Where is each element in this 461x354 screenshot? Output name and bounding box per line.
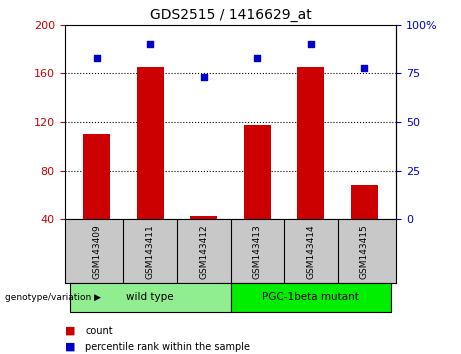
Bar [70, 283, 230, 312]
Point [200, 74, 207, 80]
Bar [297, 67, 324, 219]
Bar [351, 185, 378, 219]
Text: wild type: wild type [126, 292, 174, 302]
Bar [190, 216, 217, 219]
Text: GSM143409: GSM143409 [92, 224, 101, 279]
Point [307, 41, 314, 47]
Text: count: count [85, 326, 113, 336]
Bar [230, 283, 391, 312]
Bar [83, 134, 110, 219]
Bar [244, 125, 271, 219]
Point [93, 55, 100, 61]
Point [254, 55, 261, 61]
Text: GSM143414: GSM143414 [306, 224, 315, 279]
Point [361, 65, 368, 70]
Text: ■: ■ [65, 342, 75, 352]
Text: percentile rank within the sample: percentile rank within the sample [85, 342, 250, 352]
Text: GSM143412: GSM143412 [199, 224, 208, 279]
Text: GSM143415: GSM143415 [360, 224, 369, 279]
Text: PGC-1beta mutant: PGC-1beta mutant [262, 292, 359, 302]
Title: GDS2515 / 1416629_at: GDS2515 / 1416629_at [150, 8, 311, 22]
Bar [137, 67, 164, 219]
Text: GSM143411: GSM143411 [146, 224, 155, 279]
Text: genotype/variation ▶: genotype/variation ▶ [5, 293, 100, 302]
Point [147, 41, 154, 47]
Text: ■: ■ [65, 326, 75, 336]
Text: GSM143413: GSM143413 [253, 224, 262, 279]
